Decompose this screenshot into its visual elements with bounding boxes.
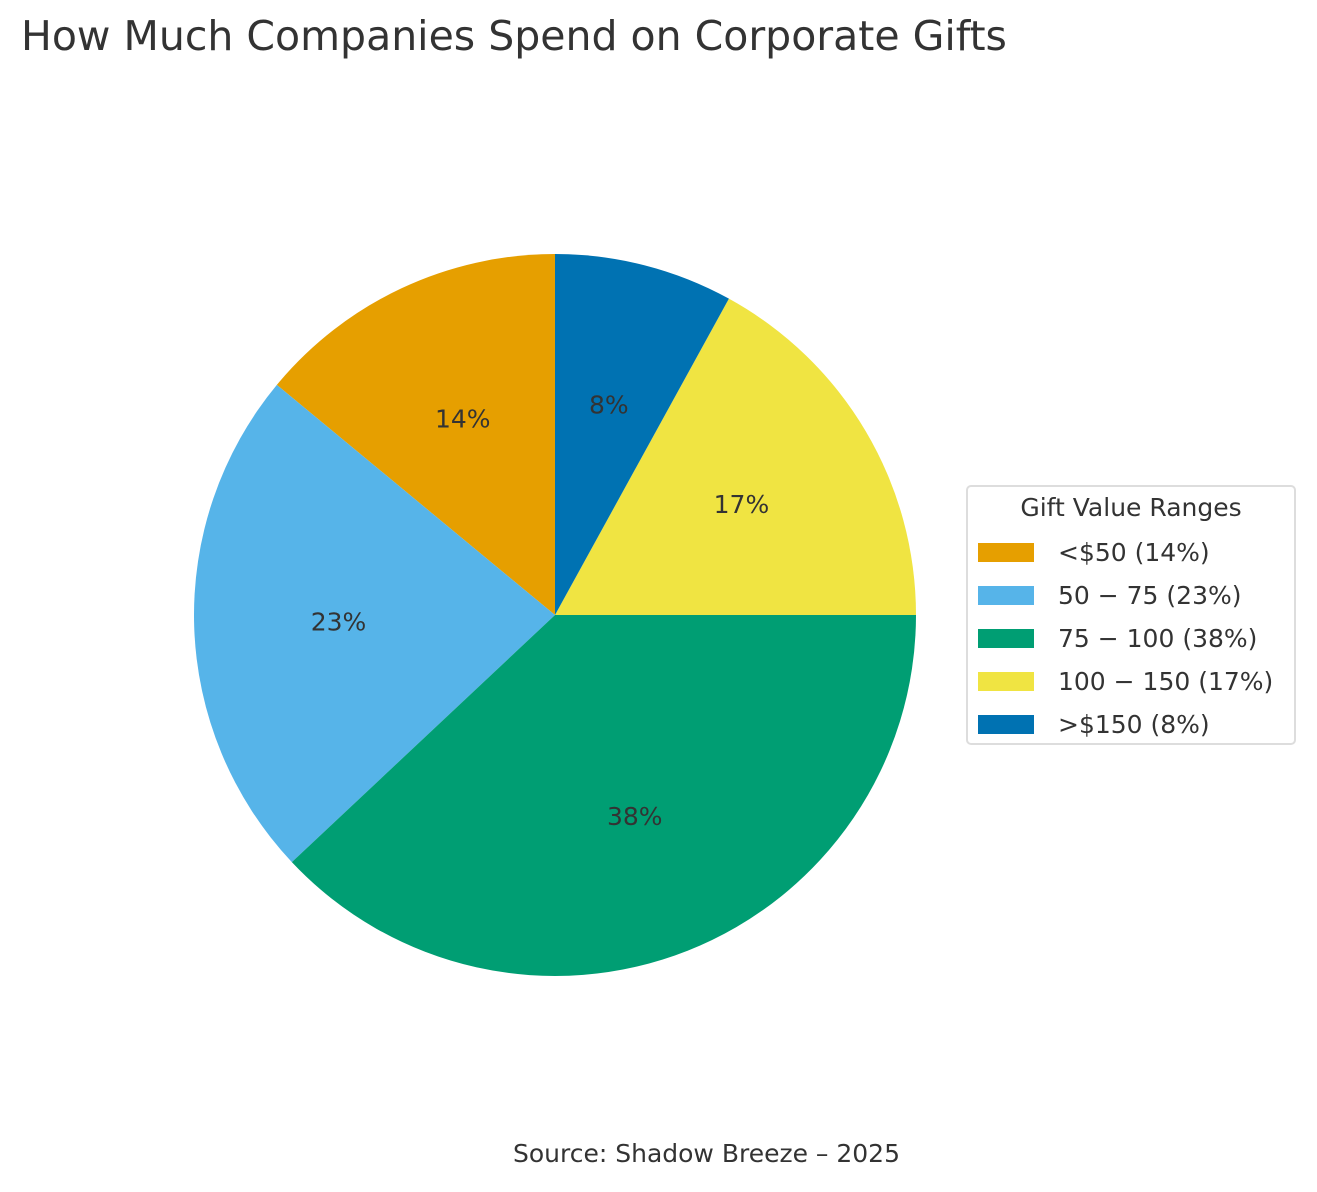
legend-item: 75 − 100 (38%) (978, 623, 1257, 653)
pie-slice (555, 254, 729, 615)
chart-title: How Much Companies Spend on Corporate Gi… (21, 12, 1007, 60)
legend-swatch (978, 671, 1034, 691)
legend-label: 75 − 100 (38%) (1058, 623, 1258, 653)
slice-percent-label: 8% (589, 391, 629, 420)
legend-swatch (978, 542, 1034, 562)
legend-item: 50 − 75 (23%) (978, 580, 1241, 610)
legend-item: >$150 (8%) (978, 709, 1210, 739)
legend: Gift Value Ranges <$50 (14%) 50 − 75 (23%… (966, 485, 1296, 745)
slice-percent-label: 14% (435, 405, 491, 434)
legend-label: 100 − 150 (17%) (1058, 666, 1274, 696)
pie-slice (555, 298, 916, 615)
legend-item: <$50 (14%) (978, 537, 1210, 567)
legend-label: <$50 (14%) (1058, 537, 1210, 567)
pie-slice (194, 384, 555, 863)
slice-percent-label: 23% (311, 607, 367, 636)
slice-percent-label: 38% (607, 802, 663, 831)
source-note: Source: Shadow Breeze – 2025 (513, 1139, 900, 1168)
legend-swatch (978, 628, 1034, 648)
legend-swatch (978, 585, 1034, 605)
legend-label: >$150 (8%) (1058, 709, 1210, 739)
legend-item: 100 − 150 (17%) (978, 666, 1273, 696)
pie-slice (276, 254, 555, 615)
legend-label: 50 − 75 (23%) (1058, 580, 1242, 610)
legend-swatch (978, 714, 1034, 734)
pie-slice (291, 615, 917, 976)
legend-title: Gift Value Ranges (1020, 493, 1242, 522)
slice-percent-label: 17% (714, 490, 770, 519)
